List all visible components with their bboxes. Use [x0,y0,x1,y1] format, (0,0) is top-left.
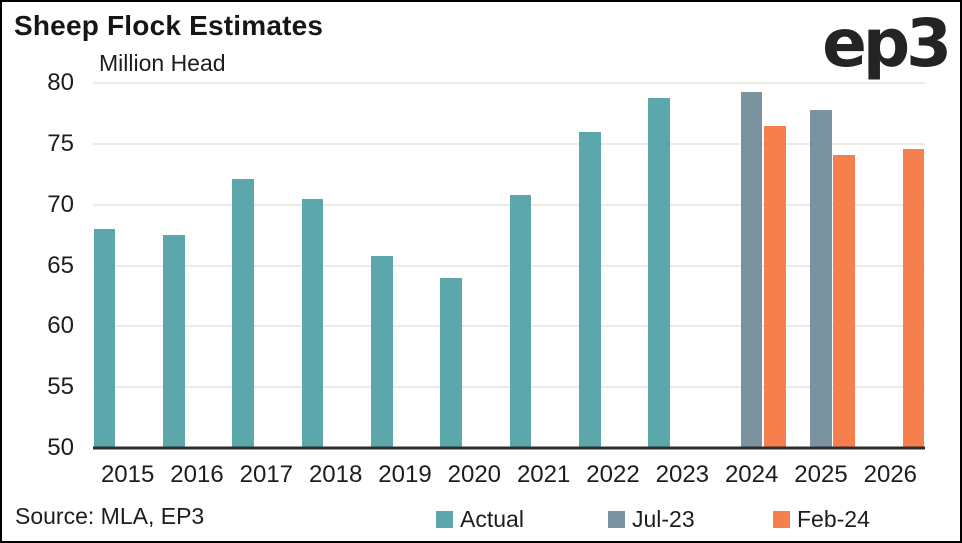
x-tick-label-2023: 2023 [655,461,710,488]
legend-swatch-feb24 [773,511,790,528]
x-tick-label-2025: 2025 [794,461,848,488]
bar-actual-2021 [509,194,532,448]
x-axis: 2015 2016 2017 2018 2019 2020 2021 2022 2023 2024… [93,448,925,492]
legend-swatch-actual [436,511,453,528]
legend-label-feb24: Feb-24 [797,506,870,532]
y-tick-label-60: 60 [47,312,74,340]
source-note: Source: MLA, EP3 [15,503,205,529]
gridline-55 [93,386,925,389]
gridline-80 [93,82,925,84]
y-tick-label-65: 65 [47,251,74,279]
x-tick-label-2026: 2026 [863,461,918,488]
y-axis: 50 55 60 65 70 75 80 [2,69,74,461]
bar-feb24-2026 [902,148,925,448]
x-tick-label-2019: 2019 [378,461,432,488]
bar-actual-2020 [440,277,463,448]
x-tick-label-2015: 2015 [100,461,155,488]
legend-item-feb24: Feb-24 [773,506,870,533]
bar-actual-2015 [93,229,116,448]
legend-label-jul23: Jul-23 [632,506,695,532]
legend-item-jul23: Jul-23 [608,506,695,533]
bar-actual-2023 [648,97,671,448]
x-axis-line [93,446,925,450]
chart-title: Sheep Flock Estimates [14,10,324,41]
gridline-70 [93,203,925,206]
legend-label-actual: Actual [460,506,524,532]
gridline-60 [93,325,925,328]
y-tick-label-55: 55 [47,373,74,401]
ep3-logo: ep3 [822,5,952,82]
y-tick-label-50: 50 [47,434,74,461]
y-axis-units-label: Million Head [99,50,226,76]
x-tick-label-2024: 2024 [724,461,779,488]
y-tick-label-80: 80 [47,69,74,96]
gridline-75 [93,142,925,145]
plot-area [93,82,925,450]
bar-feb24-2025 [833,154,855,448]
x-tick-label-2022: 2022 [586,461,640,488]
bar-actual-2016 [163,235,185,448]
bar-actual-2022 [579,131,601,448]
legend-item-actual: Actual [436,506,524,533]
bar-jul23-2025 [810,109,832,448]
x-tick-label-2017: 2017 [239,461,294,488]
bar-jul23-2024 [740,91,763,448]
bar-actual-2017 [232,179,255,448]
x-tick-label-2016: 2016 [170,461,224,488]
bar-actual-2019 [371,255,393,448]
bar-actual-2018 [301,198,324,448]
y-tick-label-75: 75 [47,129,74,157]
x-tick-label-2021: 2021 [516,461,571,488]
legend-swatch-jul23 [608,511,625,528]
bar-feb24-2024 [763,125,786,448]
x-tick-label-2018: 2018 [308,461,363,488]
y-tick-label-70: 70 [47,190,74,218]
gridline-65 [93,264,925,267]
x-tick-label-2020: 2020 [447,461,502,488]
